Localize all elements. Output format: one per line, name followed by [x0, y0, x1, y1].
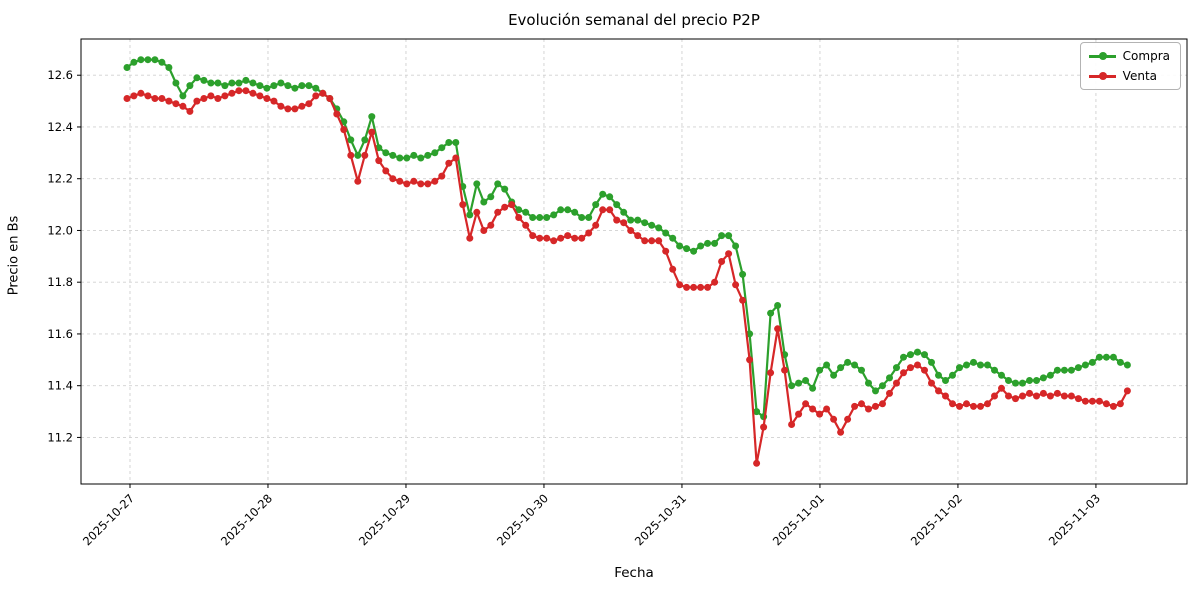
axes-spines	[80, 38, 1188, 485]
svg-text:11.6: 11.6	[47, 327, 73, 341]
svg-text:12.4: 12.4	[47, 120, 73, 134]
legend-item-venta: Venta	[1088, 69, 1170, 83]
legend-label-compra: Compra	[1122, 49, 1170, 63]
svg-text:2025-11-02: 2025-11-02	[908, 491, 965, 548]
legend-label-venta: Venta	[1122, 69, 1157, 83]
svg-text:2025-10-29: 2025-10-29	[356, 491, 413, 548]
compra-line-marker-icon	[1088, 52, 1116, 61]
svg-text:2025-11-01: 2025-11-01	[770, 491, 827, 548]
x-tick-labels: 2025-10-27 2025-10-28 2025-10-29 2025-10-30…	[80, 491, 1103, 548]
legend: Compra Venta	[1079, 42, 1181, 90]
legend-item-compra: Compra	[1088, 49, 1170, 63]
svg-text:11.2: 11.2	[47, 430, 73, 444]
svg-text:11.4: 11.4	[47, 379, 73, 393]
venta-line-marker-icon	[1088, 72, 1116, 81]
svg-text:12.6: 12.6	[47, 68, 73, 82]
svg-text:2025-10-28: 2025-10-28	[218, 491, 275, 548]
svg-text:2025-10-30: 2025-10-30	[494, 491, 551, 548]
gridlines	[81, 39, 1187, 484]
series-venta	[123, 87, 1131, 467]
svg-text:2025-11-03: 2025-11-03	[1046, 491, 1103, 548]
tick-marks	[77, 74, 1097, 488]
svg-text:12.2: 12.2	[47, 172, 73, 186]
svg-text:2025-10-27: 2025-10-27	[80, 491, 137, 548]
svg-text:12.0: 12.0	[47, 223, 73, 237]
svg-text:2025-10-31: 2025-10-31	[632, 491, 689, 548]
series-compra	[123, 56, 1131, 421]
x-axis-label: Fecha	[614, 565, 654, 581]
chart-title: Evolución semanal del precio P2P	[508, 11, 760, 29]
svg-text:11.8: 11.8	[47, 275, 73, 289]
y-tick-labels: 11.2 11.4 11.6 11.8 12.0 12.2 12.4 12.6	[47, 68, 73, 444]
